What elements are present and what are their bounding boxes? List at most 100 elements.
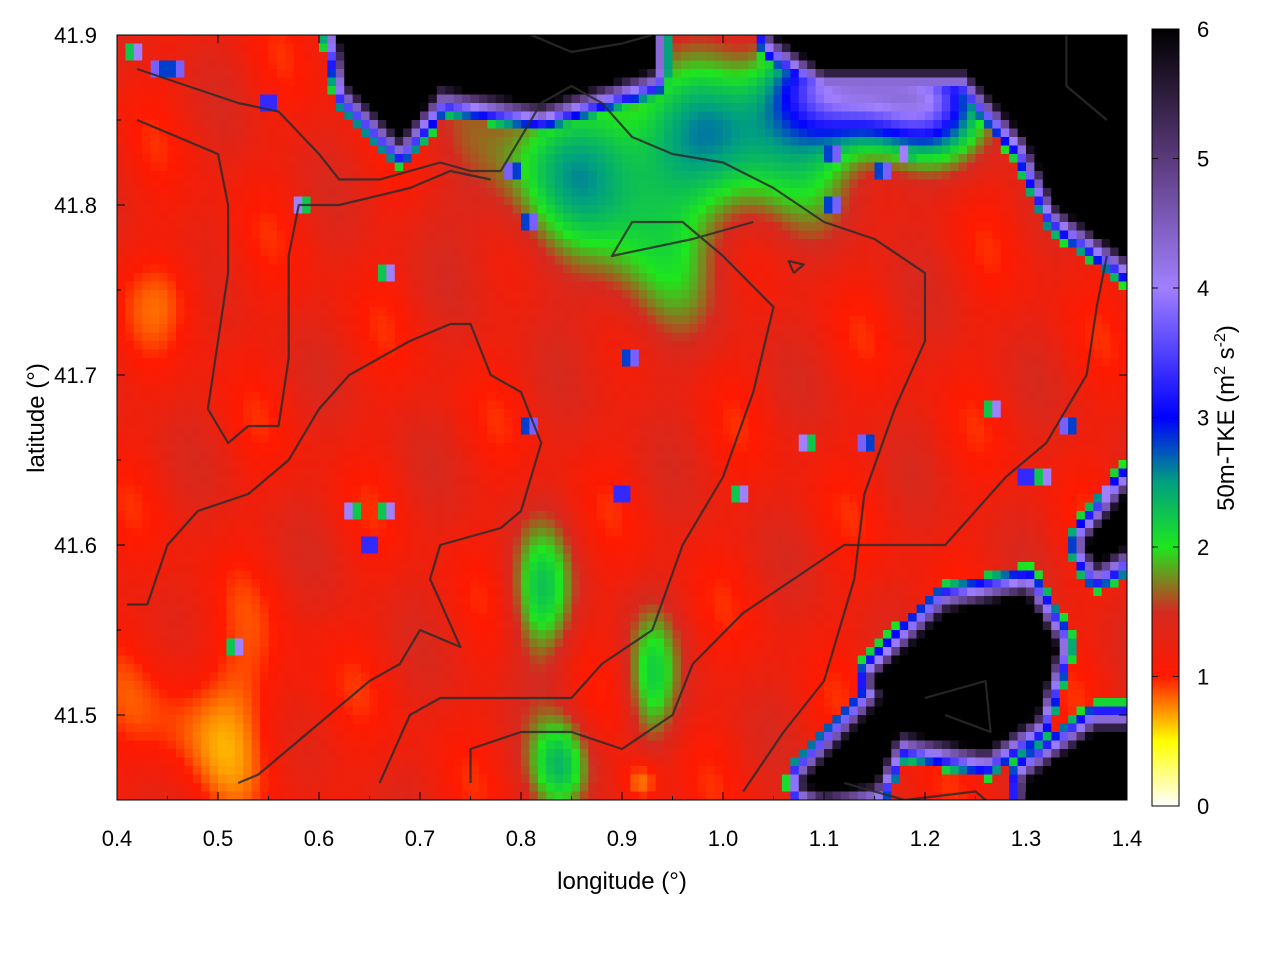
heatmap-cell xyxy=(428,86,438,96)
heatmap-cell xyxy=(470,290,480,300)
heatmap-cell xyxy=(117,162,127,172)
heatmap-cell xyxy=(765,120,775,130)
heatmap-cell xyxy=(983,60,993,70)
heatmap-cell xyxy=(857,94,867,104)
heatmap-cell xyxy=(218,188,228,198)
heatmap-cell xyxy=(706,298,716,308)
heatmap-cell xyxy=(925,324,935,334)
heatmap-cell xyxy=(445,179,455,189)
heatmap-cell xyxy=(293,247,303,257)
heatmap-cell xyxy=(394,162,404,172)
heatmap-cell xyxy=(268,358,278,368)
heatmap-cell xyxy=(680,383,690,393)
heatmap-cell xyxy=(478,94,488,104)
heatmap-cell xyxy=(588,366,598,376)
heatmap-cell xyxy=(554,60,564,70)
heatmap-cell xyxy=(596,315,606,325)
heatmap-cell xyxy=(159,366,169,376)
heatmap-cell xyxy=(857,196,867,206)
heatmap-cell xyxy=(302,366,312,376)
heatmap-cell xyxy=(723,162,733,172)
heatmap-cell xyxy=(302,69,312,79)
heatmap-cell xyxy=(243,86,253,96)
heatmap-cell xyxy=(655,264,665,274)
heatmap-cell xyxy=(276,69,286,79)
heatmap-cell xyxy=(958,247,968,257)
heatmap-cell xyxy=(125,341,135,351)
heatmap-cell xyxy=(436,213,446,223)
heatmap-cell xyxy=(487,281,497,291)
heatmap-cell xyxy=(394,154,404,164)
heatmap-cell xyxy=(1034,111,1044,121)
heatmap-cell xyxy=(571,69,581,79)
heatmap-cell xyxy=(268,324,278,334)
heatmap-cell xyxy=(916,349,926,359)
heatmap-cell xyxy=(344,307,354,317)
heatmap-cell xyxy=(967,324,977,334)
heatmap-cell xyxy=(706,120,716,130)
heatmap-cell xyxy=(1042,77,1052,87)
heatmap-cell xyxy=(411,188,421,198)
heatmap-cell xyxy=(361,375,371,385)
heatmap-cell xyxy=(756,43,766,53)
heatmap-cell xyxy=(403,52,413,62)
heatmap-cell xyxy=(571,324,581,334)
heatmap-cell xyxy=(647,375,657,385)
heatmap-cell xyxy=(453,222,463,232)
heatmap-cell xyxy=(150,171,160,181)
heatmap-cell xyxy=(1051,86,1061,96)
heatmap-cell xyxy=(756,239,766,249)
heatmap-cell xyxy=(563,358,573,368)
heatmap-cell xyxy=(765,43,775,53)
heatmap-cell xyxy=(622,86,632,96)
heatmap-cell xyxy=(428,324,438,334)
heatmap-cell xyxy=(521,145,531,155)
heatmap-cell xyxy=(125,145,135,155)
heatmap-cell xyxy=(1076,256,1086,266)
heatmap-cell xyxy=(411,162,421,172)
heatmap-cell xyxy=(992,315,1002,325)
heatmap-cell xyxy=(352,307,362,317)
heatmap-cell xyxy=(335,128,345,138)
heatmap-cell xyxy=(218,69,228,79)
heatmap-cell xyxy=(638,154,648,164)
heatmap-cell xyxy=(420,264,430,274)
heatmap-cell xyxy=(1009,213,1019,223)
heatmap-cell xyxy=(327,349,337,359)
heatmap-cell xyxy=(1051,162,1061,172)
heatmap-cell xyxy=(319,307,329,317)
heatmap-cell xyxy=(975,324,985,334)
heatmap-cell xyxy=(554,290,564,300)
heatmap-cell xyxy=(251,222,261,232)
heatmap-cell xyxy=(958,128,968,138)
heatmap-cell xyxy=(512,247,522,257)
heatmap-cell xyxy=(201,264,211,274)
heatmap-cell xyxy=(1026,264,1036,274)
heatmap-cell xyxy=(260,171,270,181)
heatmap-cell xyxy=(697,162,707,172)
heatmap-cell xyxy=(874,179,884,189)
heatmap-cell xyxy=(765,324,775,334)
heatmap-cell xyxy=(310,358,320,368)
heatmap-cell xyxy=(529,52,539,62)
heatmap-cell xyxy=(1059,281,1069,291)
heatmap-cell xyxy=(638,43,648,53)
heatmap-cell xyxy=(832,230,842,240)
heatmap-cell xyxy=(377,213,387,223)
heatmap-cell xyxy=(218,162,228,172)
heatmap-cell xyxy=(428,60,438,70)
heatmap-cell xyxy=(840,247,850,257)
heatmap-cell xyxy=(369,196,379,206)
heatmap-cell xyxy=(369,60,379,70)
heatmap-cell xyxy=(1042,375,1052,385)
heatmap-cell xyxy=(689,239,699,249)
heatmap-cell xyxy=(781,69,791,79)
heatmap-cell xyxy=(234,222,244,232)
heatmap-cell xyxy=(352,256,362,266)
heatmap-cell xyxy=(260,332,270,342)
heatmap-cell xyxy=(1110,69,1120,79)
heatmap-cell xyxy=(1034,128,1044,138)
heatmap-cell xyxy=(588,256,598,266)
heatmap-cell xyxy=(361,307,371,317)
